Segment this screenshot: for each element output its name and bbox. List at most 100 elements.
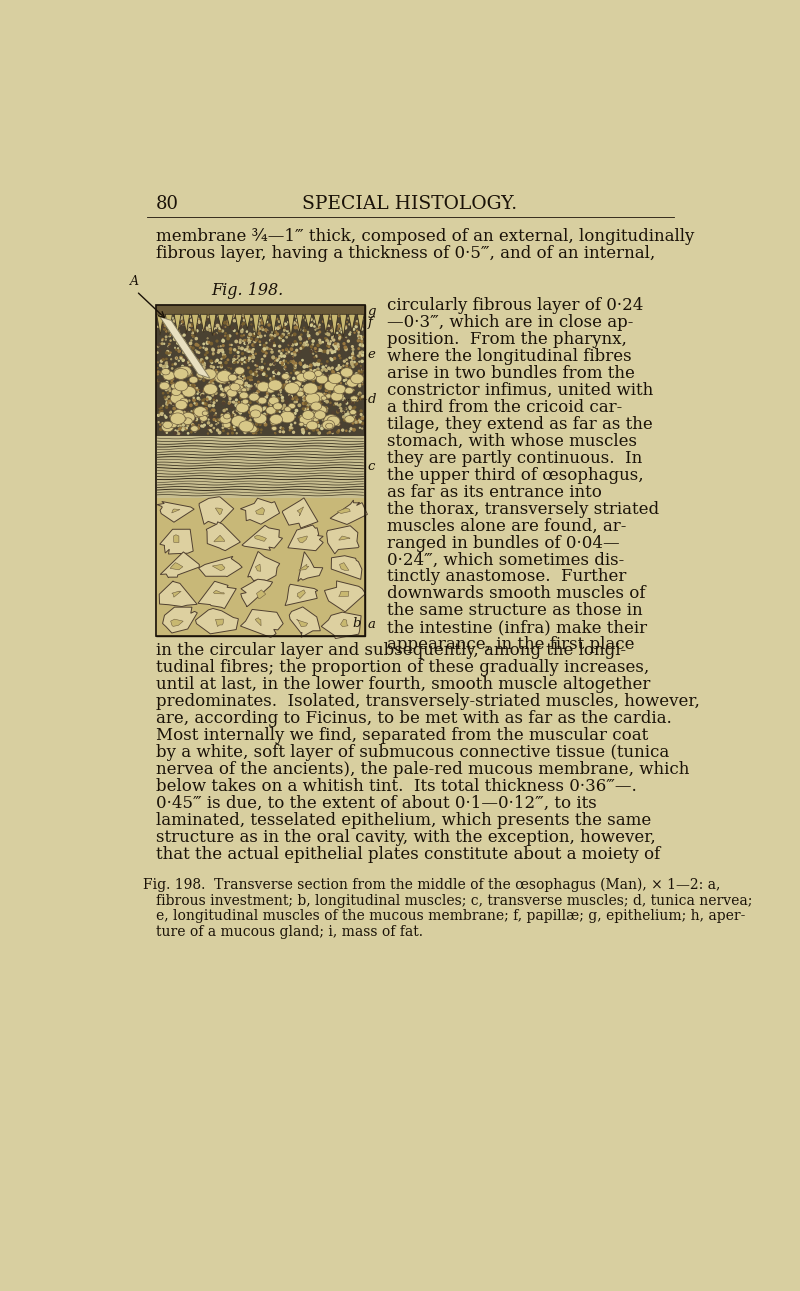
Circle shape [229, 378, 230, 381]
Circle shape [219, 327, 221, 329]
Circle shape [358, 365, 359, 368]
Circle shape [362, 422, 364, 423]
Circle shape [261, 321, 264, 324]
Circle shape [294, 363, 297, 364]
Ellipse shape [177, 372, 186, 378]
Circle shape [166, 361, 168, 364]
Circle shape [311, 417, 314, 420]
Circle shape [174, 387, 176, 389]
Circle shape [303, 390, 305, 391]
Ellipse shape [163, 371, 175, 380]
Circle shape [262, 329, 264, 330]
Circle shape [244, 349, 246, 351]
Circle shape [278, 391, 279, 392]
Circle shape [242, 314, 244, 315]
Ellipse shape [314, 373, 323, 380]
Circle shape [294, 396, 297, 399]
Circle shape [264, 347, 266, 349]
Circle shape [213, 418, 215, 421]
Circle shape [316, 369, 319, 372]
Ellipse shape [310, 402, 322, 411]
Circle shape [270, 399, 272, 400]
Circle shape [258, 318, 259, 319]
Text: ture of a mucous gland; i, mass of fat.: ture of a mucous gland; i, mass of fat. [156, 924, 422, 939]
Circle shape [239, 328, 241, 329]
Circle shape [219, 420, 221, 421]
Circle shape [162, 365, 165, 368]
Circle shape [319, 332, 321, 333]
Circle shape [266, 355, 268, 356]
Circle shape [236, 343, 238, 346]
Circle shape [174, 413, 176, 414]
Circle shape [276, 319, 278, 320]
Circle shape [273, 372, 274, 373]
Circle shape [319, 377, 321, 378]
Ellipse shape [223, 413, 230, 420]
Text: the same structure as those in: the same structure as those in [386, 603, 642, 620]
Circle shape [333, 340, 334, 341]
Circle shape [361, 325, 362, 327]
Circle shape [358, 371, 360, 372]
Circle shape [270, 382, 271, 385]
Circle shape [338, 314, 340, 316]
Ellipse shape [234, 385, 244, 391]
Polygon shape [170, 620, 183, 626]
Circle shape [210, 365, 212, 368]
Circle shape [317, 389, 319, 390]
Circle shape [330, 325, 331, 327]
Circle shape [339, 404, 341, 407]
Circle shape [302, 430, 305, 432]
Circle shape [197, 413, 199, 416]
Circle shape [315, 355, 318, 358]
Circle shape [196, 311, 198, 314]
Circle shape [311, 409, 312, 412]
Circle shape [266, 315, 267, 318]
Circle shape [222, 351, 224, 352]
Circle shape [285, 360, 286, 361]
Circle shape [179, 318, 182, 320]
Circle shape [334, 309, 336, 310]
Ellipse shape [299, 422, 304, 426]
Ellipse shape [294, 371, 300, 376]
Circle shape [291, 352, 293, 355]
Circle shape [194, 421, 195, 422]
Circle shape [322, 374, 324, 376]
Circle shape [188, 394, 190, 396]
Circle shape [270, 340, 271, 341]
Circle shape [182, 377, 184, 380]
Circle shape [351, 314, 353, 316]
Circle shape [174, 412, 176, 414]
Circle shape [244, 431, 246, 434]
Circle shape [296, 312, 298, 314]
Circle shape [200, 422, 202, 425]
Circle shape [238, 411, 240, 413]
Circle shape [298, 376, 300, 378]
Circle shape [262, 311, 263, 312]
Circle shape [263, 407, 266, 409]
Circle shape [209, 325, 211, 328]
Circle shape [338, 374, 340, 377]
Circle shape [166, 311, 169, 314]
Circle shape [213, 314, 214, 316]
Circle shape [336, 321, 337, 323]
Circle shape [312, 413, 314, 416]
Circle shape [282, 324, 284, 327]
Circle shape [342, 412, 344, 413]
Circle shape [194, 429, 197, 431]
Circle shape [166, 382, 168, 383]
Circle shape [348, 403, 350, 405]
Circle shape [352, 422, 354, 423]
Circle shape [198, 320, 200, 323]
Circle shape [216, 323, 218, 325]
Circle shape [276, 372, 278, 374]
Circle shape [286, 376, 287, 377]
Circle shape [257, 371, 259, 373]
Circle shape [360, 316, 362, 319]
Circle shape [314, 315, 316, 316]
Circle shape [192, 385, 194, 386]
Circle shape [194, 430, 196, 432]
Circle shape [263, 349, 266, 350]
Circle shape [207, 319, 209, 320]
Circle shape [296, 399, 298, 400]
Polygon shape [338, 591, 349, 596]
